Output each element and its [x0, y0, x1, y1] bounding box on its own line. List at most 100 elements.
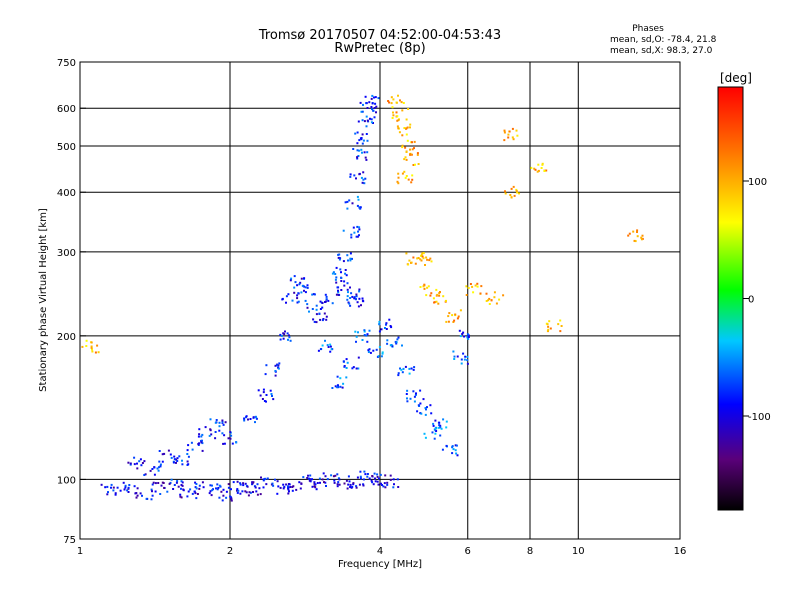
echo-point: [214, 437, 217, 440]
echo-point: [472, 291, 475, 294]
echo-point: [191, 492, 194, 495]
echo-point: [254, 415, 257, 418]
echo-point: [313, 320, 316, 323]
echo-point: [236, 488, 239, 491]
echo-point: [289, 339, 292, 342]
y-tick-label: 500: [57, 142, 76, 153]
echo-point: [397, 172, 400, 175]
echo-point: [406, 397, 408, 400]
echo-point: [161, 460, 164, 463]
echo-point: [369, 351, 372, 354]
echo-point: [397, 336, 400, 339]
echo-point: [343, 482, 346, 485]
echo-point: [404, 176, 407, 179]
echo-point: [467, 337, 470, 340]
echo-point: [252, 491, 254, 493]
echo-point: [424, 407, 427, 409]
echo-point: [186, 495, 189, 498]
echo-point: [335, 276, 338, 279]
echo-point: [363, 329, 366, 332]
echo-point: [365, 115, 368, 118]
echo-point: [355, 335, 358, 338]
echo-point: [306, 303, 309, 306]
echo-point: [530, 166, 533, 169]
echo-point: [346, 288, 349, 291]
echo-point: [366, 119, 369, 122]
echo-point: [244, 490, 247, 493]
echo-point: [384, 486, 387, 489]
echo-point: [469, 283, 472, 285]
echo-point: [260, 476, 262, 479]
echo-point: [456, 355, 459, 358]
echo-point: [457, 315, 460, 318]
echo-point: [222, 442, 225, 445]
echo-point: [356, 131, 359, 134]
echo-point: [352, 483, 355, 486]
echo-point: [200, 441, 203, 444]
echo-point: [229, 495, 232, 498]
echo-point: [334, 385, 337, 388]
echo-point: [287, 488, 290, 491]
echo-point: [476, 285, 479, 288]
x-tick-label: 1: [77, 546, 83, 557]
echo-point: [346, 254, 349, 257]
echo-point: [110, 486, 112, 489]
echo-point: [362, 139, 365, 142]
echo-point: [210, 494, 213, 497]
echo-point: [198, 484, 201, 487]
echo-point: [181, 463, 184, 466]
echo-point: [351, 367, 354, 370]
echo-point: [201, 439, 203, 442]
echo-point: [462, 352, 465, 355]
echo-point: [152, 481, 155, 484]
echo-point: [429, 294, 432, 297]
echo-point: [410, 261, 413, 264]
echo-point: [230, 434, 233, 437]
echo-point: [315, 488, 318, 491]
echo-point: [100, 483, 103, 486]
echo-point: [245, 415, 248, 418]
echo-point: [318, 477, 321, 480]
echo-point: [349, 259, 352, 262]
echo-point: [537, 163, 540, 166]
echo-point: [376, 480, 379, 483]
echo-point: [312, 293, 315, 296]
echo-point: [291, 489, 294, 492]
echo-point: [487, 299, 490, 302]
echo-point: [412, 256, 415, 259]
echo-point: [362, 171, 365, 174]
echo-point: [445, 420, 448, 423]
echo-point: [159, 493, 162, 495]
echo-point: [138, 460, 141, 463]
x-tick-label: 2: [227, 546, 233, 557]
colorbar-ticks: 100 0 -100: [743, 177, 771, 423]
echo-point: [404, 156, 407, 159]
echo-point: [396, 180, 399, 183]
echo-point: [636, 235, 639, 238]
echo-point: [116, 486, 119, 489]
echo-point: [365, 158, 368, 161]
echo-point: [359, 206, 362, 209]
echo-point: [533, 167, 536, 170]
echo-point: [391, 117, 394, 119]
echo-point: [285, 295, 288, 298]
phase-stats-o: mean, sd,O: -78.4, 21.8: [610, 35, 717, 45]
echo-point: [463, 335, 466, 338]
echo-point: [507, 136, 510, 139]
echo-point: [160, 484, 163, 487]
echo-point: [402, 367, 405, 370]
echo-point: [318, 312, 321, 315]
echo-point: [337, 289, 339, 292]
echo-point: [218, 496, 221, 499]
echo-point: [214, 421, 217, 424]
echo-point: [218, 484, 221, 487]
echo-point: [363, 334, 366, 336]
echo-point: [543, 170, 546, 172]
echo-point: [461, 333, 464, 335]
echo-point: [124, 486, 127, 489]
echo-point: [433, 437, 436, 440]
echo-point: [488, 303, 491, 305]
echo-point: [198, 433, 201, 436]
echo-point: [350, 292, 353, 295]
echo-point: [395, 101, 398, 104]
